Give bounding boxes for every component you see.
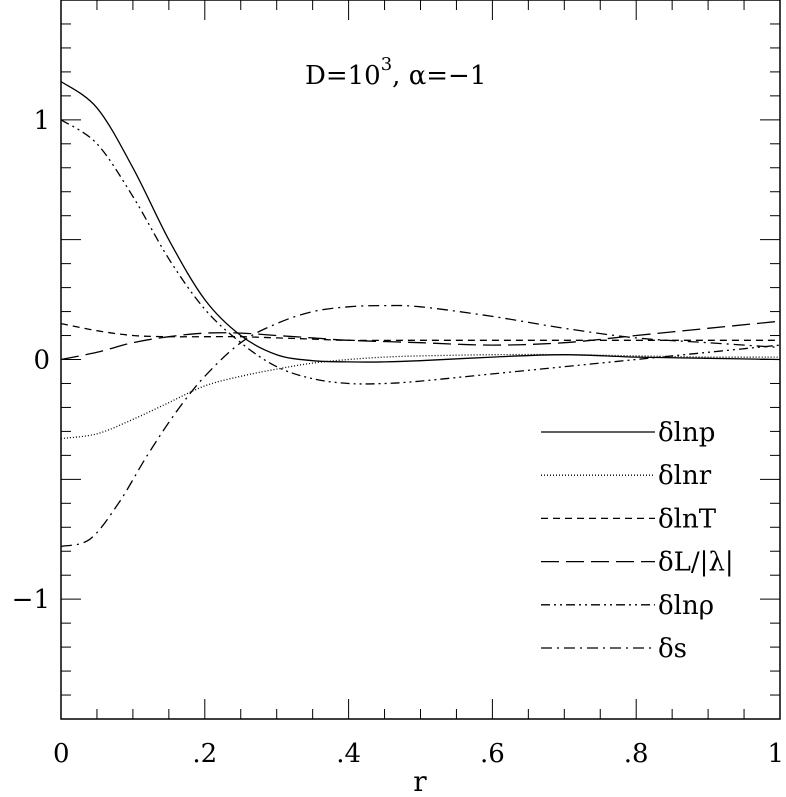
x-tick-label: .4 bbox=[336, 739, 361, 769]
legend-label-5: δs bbox=[658, 634, 687, 664]
y-tick-label: 0 bbox=[33, 346, 50, 376]
annotation: D=103, α=−1 bbox=[305, 54, 486, 91]
series-line-1 bbox=[60, 353, 781, 440]
x-tick-label: 0 bbox=[53, 739, 70, 769]
y-tick-label: −1 bbox=[12, 585, 50, 615]
legend-label-1: δlnr bbox=[658, 461, 712, 491]
y-tick-label: 1 bbox=[33, 106, 50, 136]
series-line-4 bbox=[60, 119, 781, 385]
x-tick-label: .6 bbox=[480, 739, 505, 769]
legend: δlnp δlnr δlnT δL/|λ| δlnρ δs bbox=[541, 418, 734, 664]
x-tick-label: .2 bbox=[192, 739, 217, 769]
legend-label-3: δL/|λ| bbox=[658, 548, 734, 578]
series-lines bbox=[60, 80, 781, 548]
legend-label-0: δlnp bbox=[658, 418, 715, 448]
legend-label-4: δlnρ bbox=[658, 591, 714, 621]
series-line-5 bbox=[60, 304, 781, 548]
x-tick-label: .8 bbox=[624, 739, 649, 769]
x-tick-label: 1 bbox=[767, 739, 784, 769]
series-line-2 bbox=[60, 322, 780, 342]
legend-label-2: δlnT bbox=[658, 504, 717, 534]
tick-labels: 0 .2 .4 .6 .8 1 1 0 −1 bbox=[12, 106, 784, 769]
series-line-0 bbox=[60, 80, 781, 363]
x-axis-label: r bbox=[413, 765, 427, 797]
